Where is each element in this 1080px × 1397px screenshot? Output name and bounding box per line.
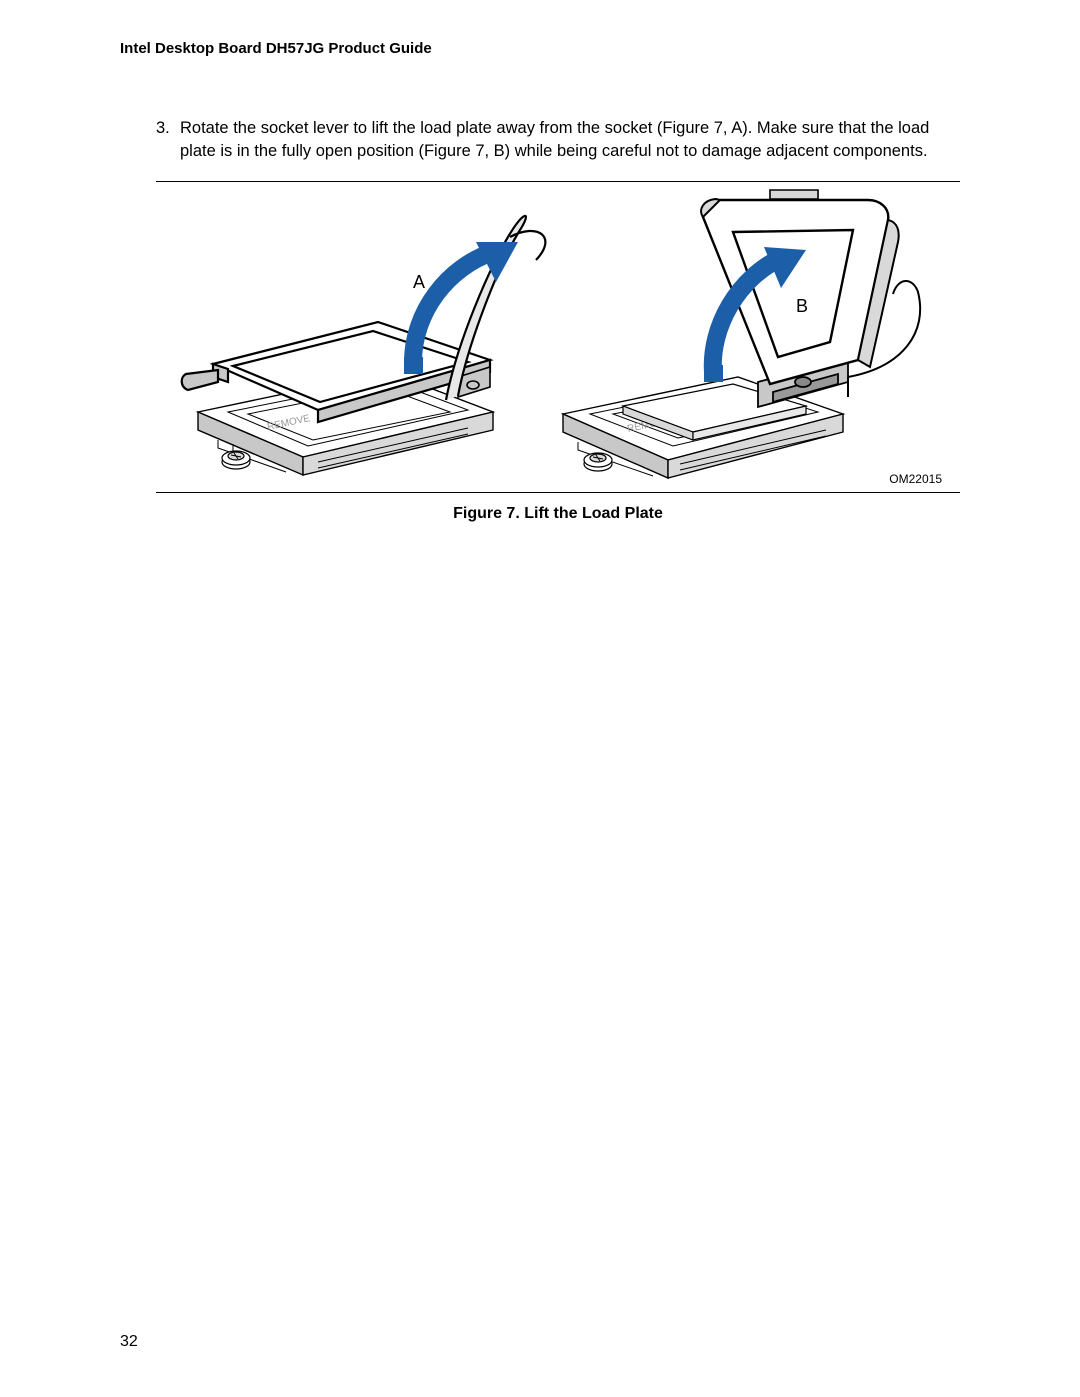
figure-container: REMOVE <box>156 181 960 523</box>
socket-assembly-b: REMOVE <box>563 190 920 478</box>
page-header: Intel Desktop Board DH57JG Product Guide <box>120 40 960 57</box>
page-number: 32 <box>120 1333 138 1351</box>
instruction-step: 3. Rotate the socket lever to lift the l… <box>156 117 960 163</box>
figure-bottom-rule <box>156 492 960 493</box>
figure-7: REMOVE <box>156 182 960 492</box>
label-b: B <box>796 296 808 316</box>
label-a: A <box>413 272 425 292</box>
step-number: 3. <box>156 117 180 163</box>
socket-assembly-a: REMOVE <box>182 216 546 475</box>
fastener-icon <box>584 453 612 471</box>
step-text: Rotate the socket lever to lift the load… <box>180 117 960 163</box>
figure-svg: REMOVE <box>156 182 960 492</box>
figure-caption: Figure 7. Lift the Load Plate <box>156 505 960 523</box>
figure-om-code: OM22015 <box>889 472 942 486</box>
fastener-icon <box>222 451 250 469</box>
